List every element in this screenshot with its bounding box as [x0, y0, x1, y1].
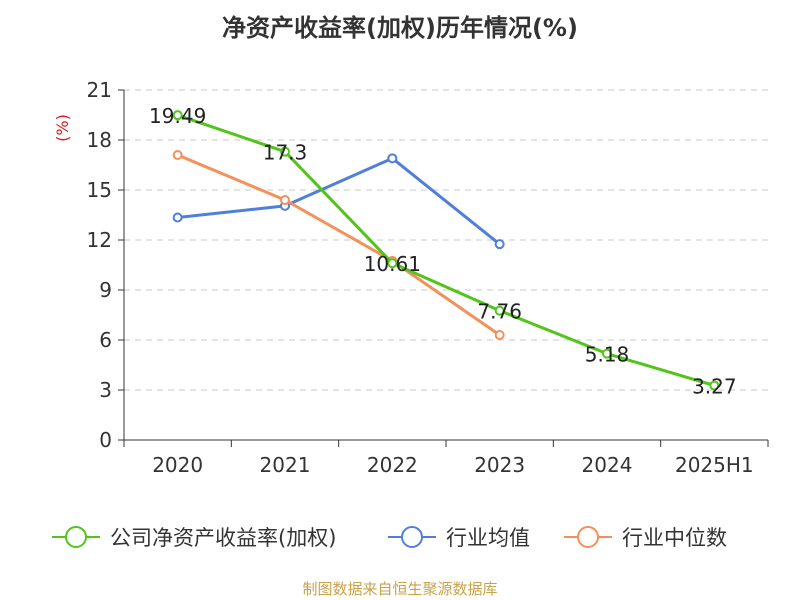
- y-tick-label: 18: [87, 128, 112, 152]
- legend: 公司净资产收益率(加权) 行业均值 行业中位数: [52, 526, 727, 550]
- x-tick-label: 2025H1: [675, 453, 754, 477]
- legend-marker-2: [577, 526, 599, 548]
- x-tick-label: 2020: [152, 453, 203, 477]
- x-tick-label: 2024: [582, 453, 633, 477]
- data-label: 7.76: [477, 300, 522, 324]
- series-point-0: [280, 146, 290, 157]
- x-tick-label: 2022: [367, 453, 418, 477]
- data-label: 3.27: [692, 375, 737, 399]
- series-point-0: [494, 305, 505, 316]
- series-line-2: [177, 153, 501, 337]
- series-point-0: [387, 258, 398, 269]
- y-axis-unit-label: (%): [53, 114, 72, 142]
- series-point-1: [172, 212, 183, 223]
- data-label: 10.61: [364, 252, 421, 276]
- series-point-2: [172, 150, 183, 160]
- y-tick-label: 6: [99, 328, 112, 352]
- y-tick-label: 15: [87, 178, 112, 202]
- legend-label-2: 行业中位数: [622, 526, 727, 550]
- y-tick-label: 21: [87, 78, 112, 102]
- y-tick-label: 0: [99, 428, 112, 452]
- y-tick-label: 12: [87, 228, 112, 252]
- series: [172, 110, 720, 391]
- legend-marker-0: [65, 526, 87, 548]
- data-labels: 19.49 17.3 10.61 7.76 5.18 3.27: [149, 104, 737, 398]
- legend-label-0: 公司净资产收益率(加权): [110, 526, 336, 550]
- axes: 0 3 6 9 12 15 18 21 2020 2021 2022 2023 2024 2025H1: [87, 78, 769, 477]
- series-point-0: [709, 380, 720, 391]
- y-tick-label: 9: [99, 278, 112, 302]
- series-point-1: [494, 239, 505, 250]
- data-label: 17.3: [263, 141, 308, 165]
- series-point-0: [172, 110, 183, 121]
- x-tick-label: 2023: [474, 453, 525, 477]
- series-point-0: [602, 348, 612, 359]
- series-point-1: [387, 153, 398, 164]
- series-point-2: [494, 330, 505, 340]
- legend-marker-1: [401, 526, 423, 548]
- data-label: 5.18: [585, 343, 630, 367]
- series-line-1: [177, 156, 501, 246]
- chart-title: 净资产收益率(加权)历年情况(%): [222, 14, 578, 42]
- series-point-2: [280, 195, 290, 205]
- legend-label-1: 行业均值: [446, 526, 530, 550]
- grid-lines: [124, 89, 768, 391]
- x-tick-label: 2021: [260, 453, 311, 477]
- source-note: 制图数据来自恒生聚源数据库: [302, 580, 498, 598]
- series-line-0: [177, 113, 715, 387]
- data-label: 19.49: [149, 104, 206, 128]
- y-tick-label: 3: [99, 378, 112, 402]
